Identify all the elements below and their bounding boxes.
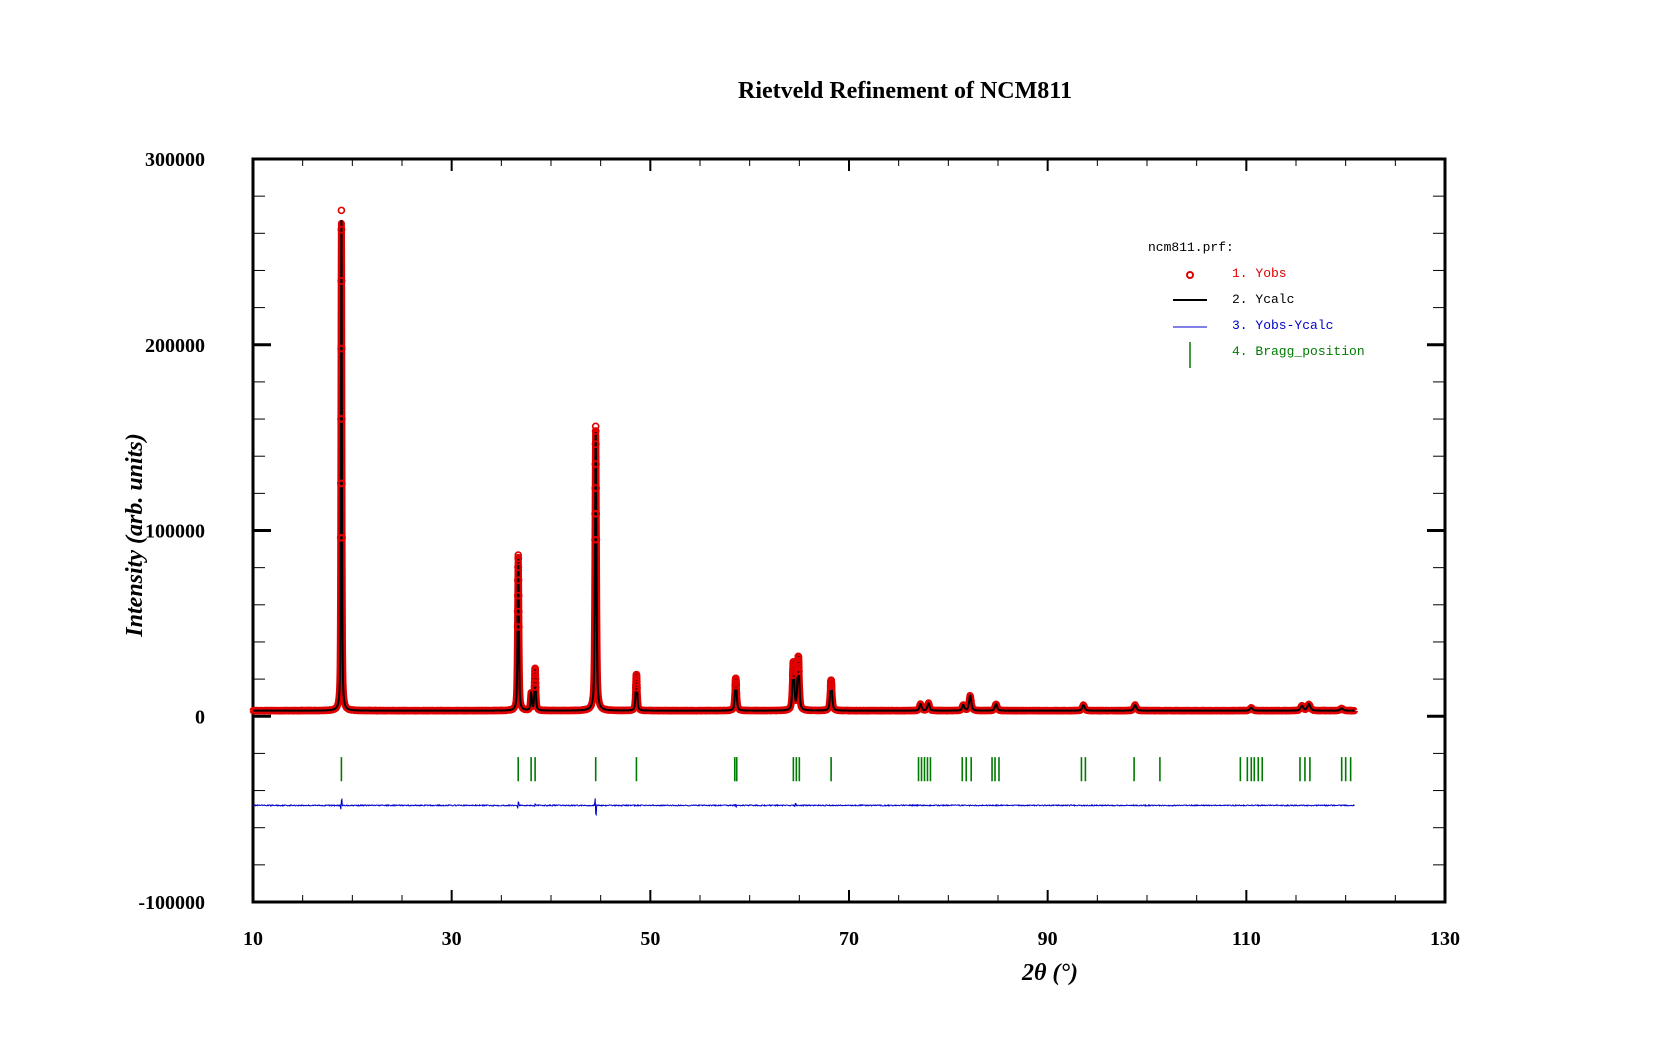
series-layer	[249, 206, 1359, 817]
obs-marker	[337, 277, 346, 285]
legend-label-ycalc: 2. Ycalc	[1232, 292, 1294, 307]
axis-ticks	[252, 157, 1446, 904]
legend-header: ncm811.prf:	[1148, 240, 1234, 255]
obs-marker	[514, 551, 523, 559]
x-tick-label: 110	[1232, 928, 1261, 950]
obs-marker	[514, 576, 523, 585]
observed-curve	[249, 219, 1359, 715]
obs-marker	[338, 533, 346, 542]
obs-marker	[591, 422, 600, 431]
x-tick-label: 50	[640, 928, 660, 950]
obs-marker	[827, 682, 836, 690]
obs-marker	[732, 682, 741, 690]
obs-marker	[592, 535, 601, 544]
y-tick-label: 100000	[145, 521, 205, 543]
y-tick-label: 200000	[145, 335, 205, 357]
obs-marker	[338, 415, 346, 423]
chart-title: Rietveld Refinement of NCM811	[738, 78, 1072, 104]
y-tick-label: 300000	[145, 149, 205, 171]
x-tick-labels: 10 30 50 70 90 110 130	[243, 928, 1460, 950]
obs-marker	[515, 607, 523, 616]
obs-marker	[795, 660, 803, 668]
calculated-curve	[253, 220, 1355, 712]
obs-marker	[592, 440, 600, 449]
obs-marker	[515, 623, 523, 631]
obs-marker	[514, 563, 523, 572]
legend-marker-yobs	[1186, 271, 1194, 279]
x-tick-label: 30	[442, 928, 462, 950]
legend-label-bragg: 4. Bragg_position	[1232, 344, 1365, 359]
observed-peak-markers	[336, 206, 836, 692]
y-axis-label: Intensity (arb. units)	[122, 433, 148, 637]
obs-marker	[531, 675, 540, 683]
y-tick-label: -100000	[138, 892, 205, 914]
obs-marker	[531, 679, 540, 687]
x-tick-label: 10	[243, 928, 263, 950]
obs-marker	[592, 427, 600, 435]
legend-label-diff: 3. Yobs-Ycalc	[1232, 318, 1333, 333]
obs-marker	[795, 663, 803, 672]
obs-marker	[531, 671, 540, 679]
obs-marker	[337, 206, 346, 215]
legend: ncm811.prf: 1. Yobs 2. Ycalc 3. Yobs-Yca…	[1148, 240, 1365, 368]
obs-marker	[338, 479, 346, 488]
x-tick-label: 70	[839, 928, 859, 950]
obs-marker	[592, 510, 601, 518]
y-tick-label: 0	[195, 706, 205, 728]
obs-marker	[633, 680, 641, 689]
obs-marker	[531, 667, 540, 676]
obs-marker	[532, 683, 540, 691]
legend-label-yobs: 1. Yobs	[1232, 266, 1287, 281]
obs-marker	[514, 554, 523, 563]
obs-marker	[592, 460, 600, 468]
obs-marker	[790, 667, 798, 676]
obs-marker	[795, 667, 803, 676]
bragg-position-ticks	[340, 757, 1352, 782]
x-tick-label: 90	[1038, 928, 1058, 950]
x-axis-label: 2θ (°)	[1021, 960, 1078, 986]
obs-marker	[633, 683, 641, 692]
obs-marker	[337, 344, 346, 353]
x-tick-label: 130	[1430, 928, 1460, 950]
difference-curve	[252, 797, 1355, 817]
obs-marker	[592, 484, 600, 492]
obs-marker	[514, 591, 523, 600]
y-tick-labels: -100000 0 100000 200000 300000	[138, 149, 205, 914]
obs-marker	[337, 225, 346, 234]
